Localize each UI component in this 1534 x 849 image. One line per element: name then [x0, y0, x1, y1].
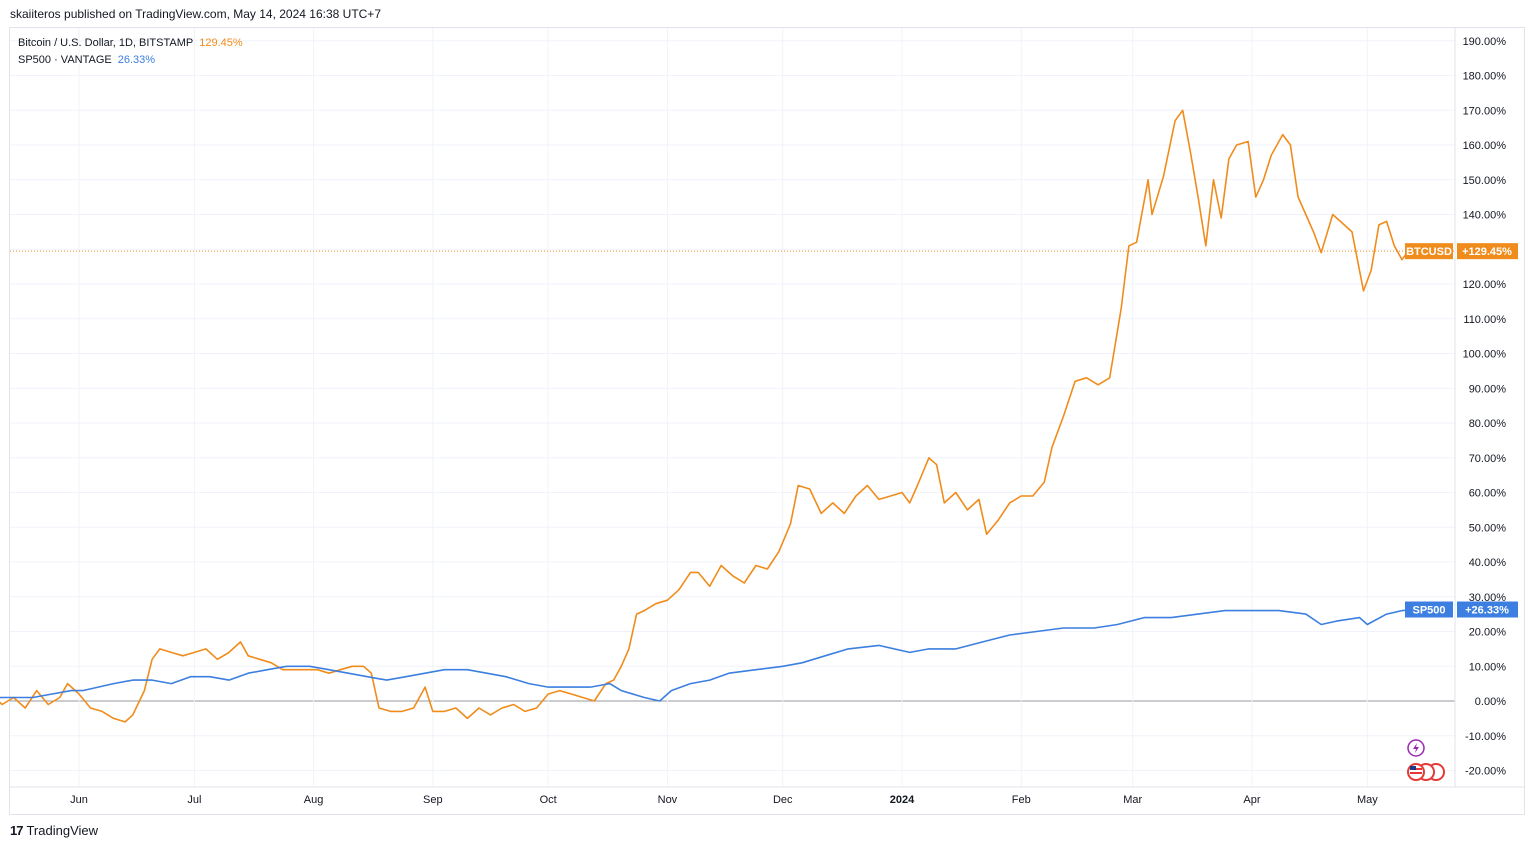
y-tick-label: 80.00%	[1469, 418, 1507, 430]
x-tick-label: Apr	[1243, 794, 1260, 806]
y-tick-label: 20.00%	[1469, 627, 1507, 639]
publisher-info: skaiiteros published on TradingView.com,…	[10, 7, 381, 21]
legend-item-spx[interactable]: SP500 · VANTAGE 26.33%	[18, 52, 243, 69]
spx-value-badge[interactable]	[1457, 601, 1518, 618]
btc-value-text: +129.45%	[1462, 246, 1512, 258]
chart-frame	[9, 27, 1525, 815]
us-flag-icon[interactable]	[1407, 763, 1445, 781]
legend-label-btc: Bitcoin / U.S. Dollar, 1D, BITSTAMP	[18, 37, 194, 49]
y-tick-label: 60.00%	[1469, 488, 1507, 500]
y-tick-label: 40.00%	[1469, 557, 1507, 569]
x-tick-label: Nov	[658, 794, 678, 806]
x-tick-label: Dec	[773, 794, 793, 806]
x-tick-label: Jul	[187, 794, 201, 806]
spx-value-text: +26.33%	[1465, 605, 1509, 617]
y-tick-label: -10.00%	[1465, 731, 1506, 743]
x-tick-label: Sep	[423, 794, 443, 806]
legend-value-spx: 26.33%	[117, 54, 156, 66]
y-tick-label: 120.00%	[1463, 279, 1507, 291]
y-tick-label: 90.00%	[1469, 383, 1507, 395]
footer-brand-text: TradingView	[26, 823, 99, 838]
y-tick-label: 0.00%	[1475, 696, 1506, 708]
y-tick-label: 30.00%	[1469, 592, 1507, 604]
y-axis: 190.00% 180.00% 170.00% 160.00% 150.00% 140.0…	[1463, 36, 1507, 778]
y-tick-label: 50.00%	[1469, 522, 1507, 534]
event-icons[interactable]	[1407, 739, 1445, 781]
btc-value-badge[interactable]	[1457, 243, 1518, 260]
btc-symbol-text: BTCUSD	[1406, 246, 1452, 258]
y-tick-label: 160.00%	[1463, 140, 1507, 152]
x-tick-label: 2024	[890, 794, 915, 806]
legend-item-btc[interactable]: Bitcoin / U.S. Dollar, 1D, BITSTAMP 129.4…	[18, 35, 243, 52]
x-tick-label: Oct	[540, 794, 557, 806]
y-tick-label: 110.00%	[1463, 314, 1506, 326]
x-tick-label: Feb	[1012, 794, 1031, 806]
x-tick-label: Jun	[70, 794, 88, 806]
price-badges: BTCUSD +129.45% SP500 +26.33%	[1405, 243, 1518, 618]
series-lines	[0, 109, 1455, 723]
btc-symbol-badge[interactable]	[1405, 243, 1453, 260]
y-tick-label: 150.00%	[1463, 175, 1507, 187]
y-tick-label: 70.00%	[1469, 453, 1507, 465]
y-tick-label: 140.00%	[1463, 210, 1507, 222]
x-tick-label: Mar	[1123, 794, 1142, 806]
legend-label-spx: SP500 · VANTAGE	[18, 54, 112, 66]
spx-symbol-text: SP500	[1412, 605, 1445, 617]
y-tick-label: -20.00%	[1465, 766, 1506, 778]
y-tick-label: 170.00%	[1463, 105, 1507, 117]
chart-legend: Bitcoin / U.S. Dollar, 1D, BITSTAMP 129.4…	[18, 35, 243, 69]
legend-value-btc: 129.45%	[199, 37, 243, 49]
y-tick-label: 190.00%	[1463, 36, 1507, 48]
lightning-icon-bolt	[1413, 743, 1419, 753]
x-tick-label: May	[1357, 794, 1378, 806]
x-tick-label: Aug	[304, 794, 324, 806]
series-line-sp500[interactable]	[0, 608, 1418, 702]
y-tick-label: 100.00%	[1463, 349, 1507, 361]
y-tick-label: 10.00%	[1469, 661, 1507, 673]
spx-symbol-badge[interactable]	[1405, 601, 1453, 618]
y-tick-label: 180.00%	[1463, 71, 1507, 83]
series-line-btcusd[interactable]	[0, 109, 1418, 723]
tradingview-logo-icon: 17	[10, 823, 24, 838]
footer-branding[interactable]: 17 TradingView	[10, 823, 98, 838]
grid-lines	[10, 28, 1525, 788]
x-axis: Jun Jul Aug Sep Oct Nov Dec 2024 Feb Mar Apr May	[70, 794, 1378, 806]
